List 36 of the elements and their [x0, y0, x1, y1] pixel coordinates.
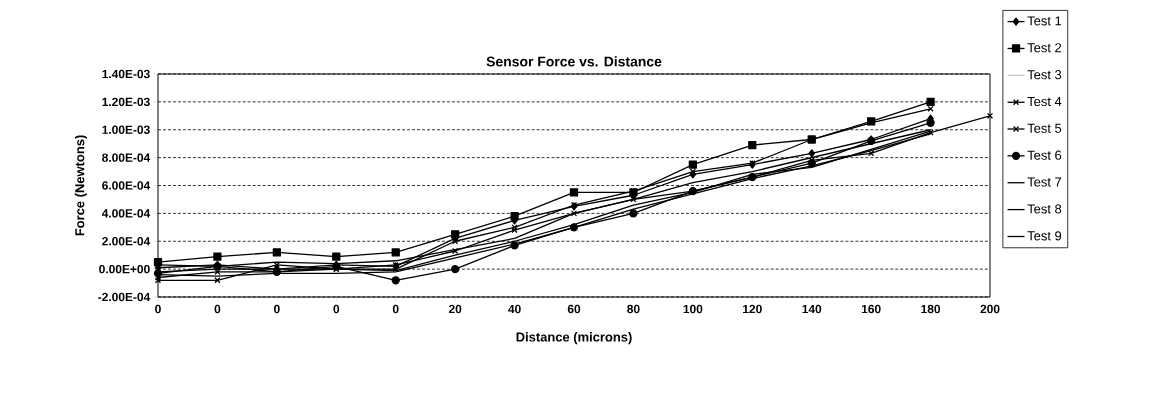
- legend-label: Test 4: [1027, 97, 1062, 107]
- y-tick-label: 1.20E-03: [102, 97, 150, 107]
- x-tick-label: 0: [274, 304, 280, 314]
- x-tick-label: 100: [683, 304, 703, 314]
- x-tick-label: 0: [333, 304, 340, 314]
- x-tick-label: 0: [392, 304, 399, 314]
- x-tick-label: 60: [567, 304, 581, 314]
- legend-label: Test 5: [1027, 123, 1062, 133]
- y-tick-label: 2.00E-04: [102, 237, 151, 246]
- x-tick-label: 200: [980, 304, 1000, 314]
- y-axis-title: Force (Newtons): [74, 135, 87, 236]
- y-tick-label: 1.40E-03: [102, 69, 150, 79]
- x-tick-label: 140: [802, 304, 822, 314]
- x-tick-label: 0: [214, 304, 221, 314]
- legend-label: Test 8: [1027, 204, 1062, 214]
- y-tick-label: 4.00E-04: [101, 209, 151, 218]
- x-tick-label: 40: [508, 304, 521, 314]
- y-tick-label: 8.00E-04: [102, 153, 151, 162]
- y-tick-label: -2.00E-04: [98, 292, 151, 302]
- y-tick-label: 1.00E-03: [102, 125, 150, 134]
- x-tick-label: 80: [627, 304, 640, 314]
- x-tick-label: 180: [921, 304, 941, 314]
- y-tick-label: 6.00E-04: [102, 181, 151, 190]
- legend-label: Test 2: [1027, 43, 1062, 53]
- x-tick-label: 160: [861, 304, 881, 314]
- legend-label: Test 3: [1027, 70, 1062, 80]
- legend-label: Test 7: [1027, 177, 1062, 187]
- legend-label: Test 9: [1027, 231, 1062, 241]
- legend-label: Test 6: [1027, 150, 1062, 160]
- y-tick-label: 0.00E+00: [99, 264, 150, 274]
- x-tick-label: 20: [448, 304, 462, 314]
- chart-title: Sensor Force vs. Distance: [486, 56, 662, 67]
- x-tick-label: 0: [155, 304, 161, 314]
- legend-label: Test 1: [1027, 16, 1062, 26]
- x-axis-title: Distance (microns): [516, 332, 632, 345]
- x-tick-label: 120: [743, 304, 762, 314]
